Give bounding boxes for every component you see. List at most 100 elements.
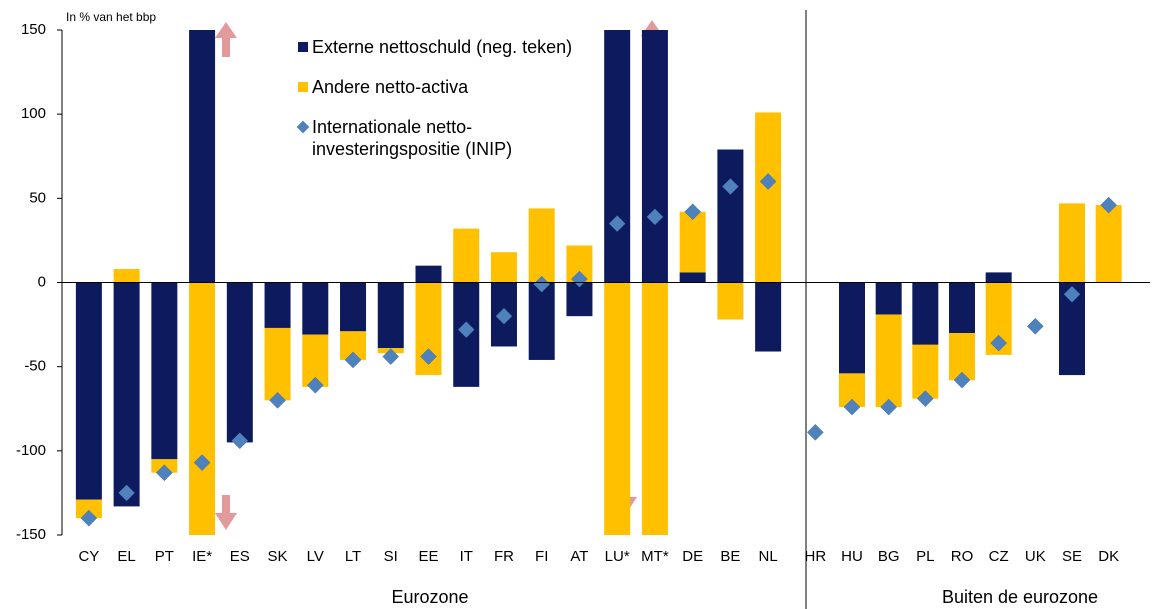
diamond-marker [155, 464, 173, 482]
bar-segment [340, 282, 367, 332]
bar-segment [415, 265, 442, 283]
bar-segment [75, 282, 102, 500]
diamond-marker [722, 178, 739, 195]
bar-segment [528, 282, 555, 360]
bar-segment [717, 282, 744, 320]
x-tick-label: ES [230, 548, 250, 565]
diamond-marker [1063, 285, 1081, 303]
x-tick-label: DK [1098, 548, 1119, 565]
diamond-marker [457, 321, 475, 338]
x-tick-label: EL [117, 548, 135, 565]
arrow-down [215, 495, 237, 530]
bar-segment [949, 282, 975, 333]
legend-label: Externe nettoschuld (neg. teken) [312, 37, 573, 57]
bar-segment [679, 211, 706, 273]
y-axis-label: In % van het bbp [66, 10, 156, 24]
x-tick-label: SI [384, 548, 398, 565]
legend-item: Internationale netto-investeringspositie… [296, 116, 596, 160]
bar-segment [755, 112, 782, 283]
bar-segment [985, 272, 1012, 283]
bar-segment [113, 282, 140, 507]
legend-marker [298, 82, 308, 92]
diamond-marker [843, 398, 861, 416]
legend-marker [296, 120, 310, 134]
x-tick-label: NL [759, 548, 778, 565]
diamond-marker [1100, 196, 1118, 214]
diamond-marker [231, 432, 249, 450]
bar-segment [839, 282, 865, 374]
legend-label: Internationale netto-investeringspositie… [312, 117, 513, 159]
diamond-marker [344, 351, 362, 369]
x-tick-label: MT* [641, 548, 669, 565]
bar-segment [641, 282, 668, 535]
x-tick-label: UK [1025, 548, 1046, 565]
x-tick-label: HU [841, 548, 863, 565]
bar-segment [679, 272, 706, 283]
bar-segment [528, 208, 555, 283]
group-label: Eurozone [391, 587, 468, 607]
bar-segment [302, 282, 329, 335]
x-tick-label: LU* [605, 548, 630, 565]
y-tick-label: 50 [29, 189, 46, 206]
x-tick-label: FR [494, 548, 514, 565]
bar-segment [875, 314, 902, 408]
diamond-marker [80, 509, 98, 527]
x-tick-label: SE [1062, 548, 1082, 565]
y-tick-label: -150 [16, 526, 46, 543]
bar-segment [264, 282, 291, 328]
diamond-marker [571, 270, 588, 288]
diamond-marker [495, 307, 513, 325]
y-tick-label: 0 [38, 273, 46, 290]
x-tick-label: BG [878, 548, 900, 565]
diamond-marker [646, 208, 664, 226]
y-tick-label: -100 [16, 442, 46, 459]
bar-segment [604, 30, 631, 283]
x-tick-label: EE [418, 548, 438, 565]
bar-segment [566, 282, 593, 317]
bar-segment [264, 327, 291, 401]
diamond-marker [1026, 317, 1044, 335]
group-label: Buiten de eurozone [942, 587, 1098, 607]
bar-segment [912, 344, 939, 399]
y-tick-label: 150 [21, 21, 46, 38]
diamond-marker [193, 454, 211, 471]
bar-segment [151, 282, 178, 460]
x-tick-label: CZ [989, 548, 1009, 565]
x-tick-label: SK [268, 548, 288, 565]
diamond-marker [806, 423, 824, 441]
x-tick-label: RO [951, 548, 974, 565]
diamond-marker [880, 398, 898, 416]
bar-segment [226, 282, 253, 443]
bar-segment [75, 499, 102, 519]
diamond-marker [420, 348, 437, 365]
diamond-marker [608, 215, 626, 232]
x-tick-label: IE* [192, 548, 212, 565]
y-tick-label: 100 [21, 105, 46, 122]
diamond-marker [953, 371, 971, 389]
bar-segment [189, 30, 216, 283]
diamond-marker [382, 348, 400, 365]
legend-marker [298, 42, 308, 52]
x-tick-label: IT [460, 548, 473, 565]
diamond-marker [990, 334, 1008, 352]
bar-segment [1059, 203, 1085, 283]
bar-segment [604, 282, 631, 535]
diamond-marker [269, 391, 286, 409]
diamond-marker [533, 275, 551, 293]
x-tick-label: DE [682, 548, 703, 565]
bar-segment [875, 282, 902, 315]
legend-label: Andere netto-activa [312, 77, 469, 97]
diamond-marker [118, 484, 135, 502]
bar-segment [189, 282, 216, 535]
x-tick-label: AT [570, 548, 588, 565]
y-tick-label: -50 [24, 358, 46, 375]
bar-segment [453, 228, 480, 283]
x-tick-label: PL [916, 548, 934, 565]
x-tick-label: LT [345, 548, 361, 565]
x-tick-label: BE [720, 548, 740, 565]
x-tick-label: HR [804, 548, 826, 565]
legend: Externe nettoschuld (neg. teken) Andere n… [296, 36, 596, 178]
x-tick-label: FI [535, 548, 548, 565]
bar-segment [717, 149, 744, 283]
